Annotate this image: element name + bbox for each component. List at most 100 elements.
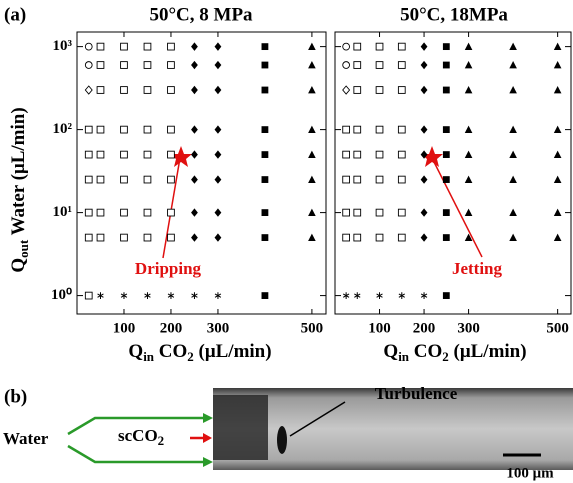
micrograph-inlet <box>213 395 268 460</box>
marker <box>376 292 383 299</box>
y-tick-label: 10³ <box>53 38 73 54</box>
marker <box>120 86 128 94</box>
marker <box>353 150 362 159</box>
scale-label: 100 μm <box>506 465 554 481</box>
marker <box>191 150 198 159</box>
label-part: Water (μL/min) <box>8 107 29 240</box>
marker <box>353 175 362 184</box>
label-subscript: out <box>16 239 31 258</box>
marker <box>375 208 384 217</box>
x-tick-label: 300 <box>207 320 230 336</box>
series <box>261 43 269 299</box>
marker <box>375 233 384 242</box>
marker <box>96 61 105 69</box>
marker <box>420 85 428 95</box>
marker <box>375 175 384 184</box>
marker <box>420 150 428 159</box>
label-part: Q <box>383 341 398 362</box>
inlet-label: scCO2 <box>118 426 164 448</box>
marker <box>191 208 198 217</box>
x-tick-label: 300 <box>457 320 480 336</box>
marker <box>191 233 198 242</box>
marker <box>342 175 350 184</box>
marker <box>342 42 350 51</box>
marker <box>464 125 473 134</box>
marker <box>84 175 93 184</box>
marker <box>398 292 405 299</box>
marker <box>342 125 350 134</box>
marker <box>261 86 269 94</box>
micrograph-turbulence <box>277 426 287 454</box>
flow-line <box>67 444 205 464</box>
marker <box>261 176 269 183</box>
marker <box>214 85 222 95</box>
marker <box>553 61 562 69</box>
marker <box>353 86 362 94</box>
marker <box>342 208 350 217</box>
marker <box>96 125 105 134</box>
marker <box>509 125 517 134</box>
marker <box>342 61 350 69</box>
marker <box>553 86 562 94</box>
marker <box>442 86 450 94</box>
marker <box>353 42 362 51</box>
x-axis-label: Qin CO2 (μL/min) <box>128 341 271 364</box>
marker <box>261 61 269 69</box>
marker <box>167 233 175 242</box>
y-tick-label: 10⁰ <box>51 287 72 303</box>
marker <box>420 233 428 242</box>
x-axis-label: Qin CO2 (μL/min) <box>383 341 526 364</box>
label-subscript: 2 <box>187 349 194 364</box>
label-part: (μL/min) <box>449 341 527 362</box>
y-tick-label: 10¹ <box>53 204 73 220</box>
marker <box>308 61 316 69</box>
marker <box>397 61 406 69</box>
annotation-star <box>421 146 443 167</box>
series <box>84 85 93 95</box>
marker <box>420 208 428 217</box>
marker <box>191 60 198 70</box>
marker <box>191 125 198 134</box>
marker <box>464 86 473 94</box>
marker <box>375 86 384 94</box>
x-tick-label: 100 <box>113 320 136 336</box>
annotation: Dripping <box>135 259 202 278</box>
marker <box>261 126 269 134</box>
marker <box>120 292 128 299</box>
marker <box>96 150 105 159</box>
marker <box>120 150 128 159</box>
marker <box>143 175 152 184</box>
marker <box>167 150 175 159</box>
series <box>84 42 93 69</box>
series <box>191 42 222 242</box>
marker <box>120 208 128 217</box>
marker <box>143 61 152 69</box>
series <box>342 292 428 299</box>
marker <box>261 151 269 158</box>
marker <box>464 175 473 183</box>
marker <box>397 125 406 134</box>
marker <box>509 61 517 69</box>
marker <box>464 208 473 216</box>
marker <box>375 61 384 69</box>
marker <box>84 233 93 242</box>
marker <box>553 208 562 216</box>
marker <box>353 125 362 134</box>
marker <box>553 150 562 158</box>
label-part: Q <box>128 341 143 362</box>
marker <box>120 233 128 242</box>
marker <box>442 126 450 134</box>
marker <box>420 125 428 134</box>
marker <box>397 175 406 184</box>
marker <box>553 233 562 241</box>
marker <box>308 175 316 183</box>
x-tick-label: 500 <box>301 320 324 336</box>
series <box>342 42 406 242</box>
marker <box>375 42 384 51</box>
marker <box>84 150 93 159</box>
label-subscript: 2 <box>442 349 449 364</box>
marker <box>342 85 351 95</box>
marker <box>308 233 316 241</box>
marker <box>261 209 269 216</box>
